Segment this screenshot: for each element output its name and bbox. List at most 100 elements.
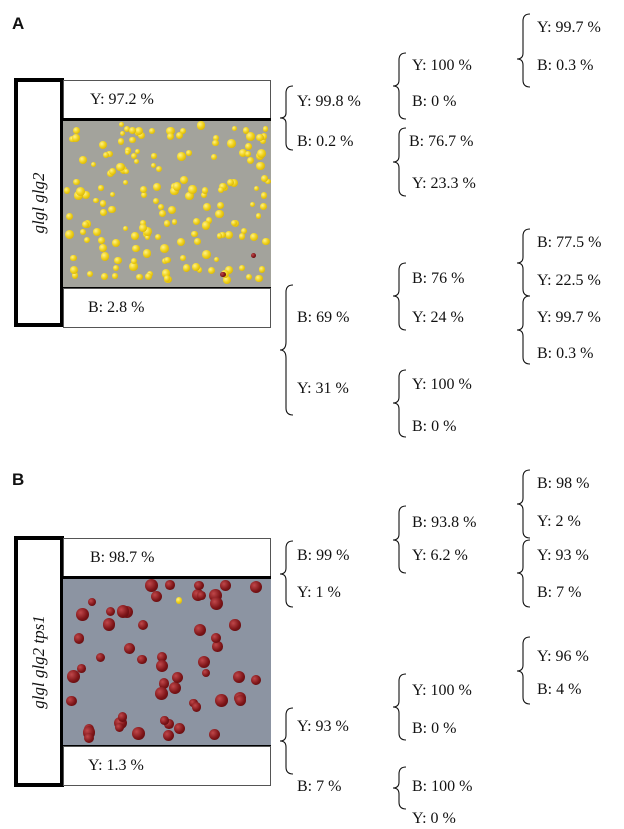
brown-colony [201,668,210,677]
brown-colony [234,694,246,706]
tree-label: Y: 100 % [412,57,472,74]
yellow-colony [142,227,152,236]
brown-colony [87,598,96,607]
yellow-colony [196,267,202,273]
yellow-colony [135,126,144,135]
yellow-colony [191,230,198,238]
yellow-colony [71,272,79,280]
brown-colony [65,695,77,707]
yellow-colony [261,174,268,182]
yellow-colony [151,153,157,159]
brace-icon [392,127,407,197]
brown-colony [191,702,202,712]
brown-colony [171,671,184,683]
yellow-colony [217,186,224,193]
tree-label: B: 98 % [537,475,589,492]
tree-label: B: 99 % [297,547,349,564]
yellow-colony [201,249,211,259]
yellow-colony [122,179,129,186]
yellow-colony [176,597,183,604]
yellow-colony [226,178,235,187]
yellow-colony [179,175,188,184]
brown-colony [137,620,148,631]
tree-label: B: 0.2 % [297,133,353,150]
bottom-percentage-b: Y: 1.3 % [88,757,144,774]
yellow-colony [262,126,269,132]
yellow-colony [227,139,236,149]
brace-icon [392,262,407,331]
tree-label: Y: 23.3 % [412,175,476,192]
yellow-colony [119,131,125,137]
brown-colony [132,727,146,740]
brown-colony [251,675,262,686]
yellow-colony [155,165,163,173]
brown-colony [73,632,85,644]
yellow-colony [239,149,248,158]
brace-icon [516,469,531,539]
yellow-colony [260,202,267,210]
brace-icon [516,539,531,608]
panel-a-label: A [12,14,25,33]
yellow-colony [265,179,271,185]
tree-label: B: 0 % [412,720,456,737]
brace-icon [516,13,531,88]
yellow-colony [188,185,197,194]
brown-colony [197,591,207,601]
yellow-colony [133,158,139,164]
brace-icon [392,52,407,120]
yellow-colony [219,182,227,191]
yellow-colony [80,229,86,235]
top-percentage-box-a: Y: 97.2 % [63,80,271,120]
yellow-colony [129,136,136,144]
yellow-colony [132,244,140,253]
tree-label: B: 0.3 % [537,57,593,74]
brown-colony [105,606,115,616]
tree-label: Y: 22.5 % [537,272,601,289]
yellow-colony [185,191,194,201]
yellow-colony [205,217,213,224]
brown-colony [145,579,158,592]
tree-label: Y: 31 % [297,380,349,397]
brown-colony [76,607,89,621]
yellow-colony [166,132,174,140]
brown-colony [251,253,257,259]
brown-colony [169,682,181,695]
yellow-colony [115,162,125,172]
strain-label-box-b: glgl glg2 tps1 [14,536,64,787]
yellow-colony [210,153,217,160]
brown-colony [229,619,241,631]
yellow-colony [256,133,264,142]
yellow-colony [129,262,138,271]
yellow-colony [246,156,254,165]
yellow-colony [90,161,96,167]
yellow-colony [161,269,171,278]
yellow-colony [224,230,234,240]
yellow-colony [194,238,202,246]
yellow-colony [112,239,120,247]
tree-label: B: 77.5 % [537,234,601,251]
yellow-colony [71,134,80,143]
yellow-colony [212,140,219,147]
yellow-colony [142,249,152,258]
tree-label: B: 0 % [412,418,456,435]
brown-colony [123,642,136,655]
brace-icon [279,540,294,608]
yellow-colony [201,191,207,198]
yellow-colony [245,143,252,150]
brown-colony [162,729,174,741]
yellow-colony [262,238,270,246]
brown-colony [157,652,168,663]
yellow-colony [163,275,171,282]
brown-colony [155,687,168,700]
yellow-colony [182,264,191,272]
top-percentage-a: Y: 97.2 % [90,91,154,108]
yellow-colony [216,233,223,239]
tree-label: Y: 96 % [537,648,589,665]
tree-label: B: 69 % [297,309,349,326]
yellow-colony [130,257,137,264]
yellow-colony [239,264,246,271]
yellow-colony [202,187,209,194]
brown-colony [116,605,130,618]
brown-colony [83,732,94,743]
brace-icon [392,673,407,741]
